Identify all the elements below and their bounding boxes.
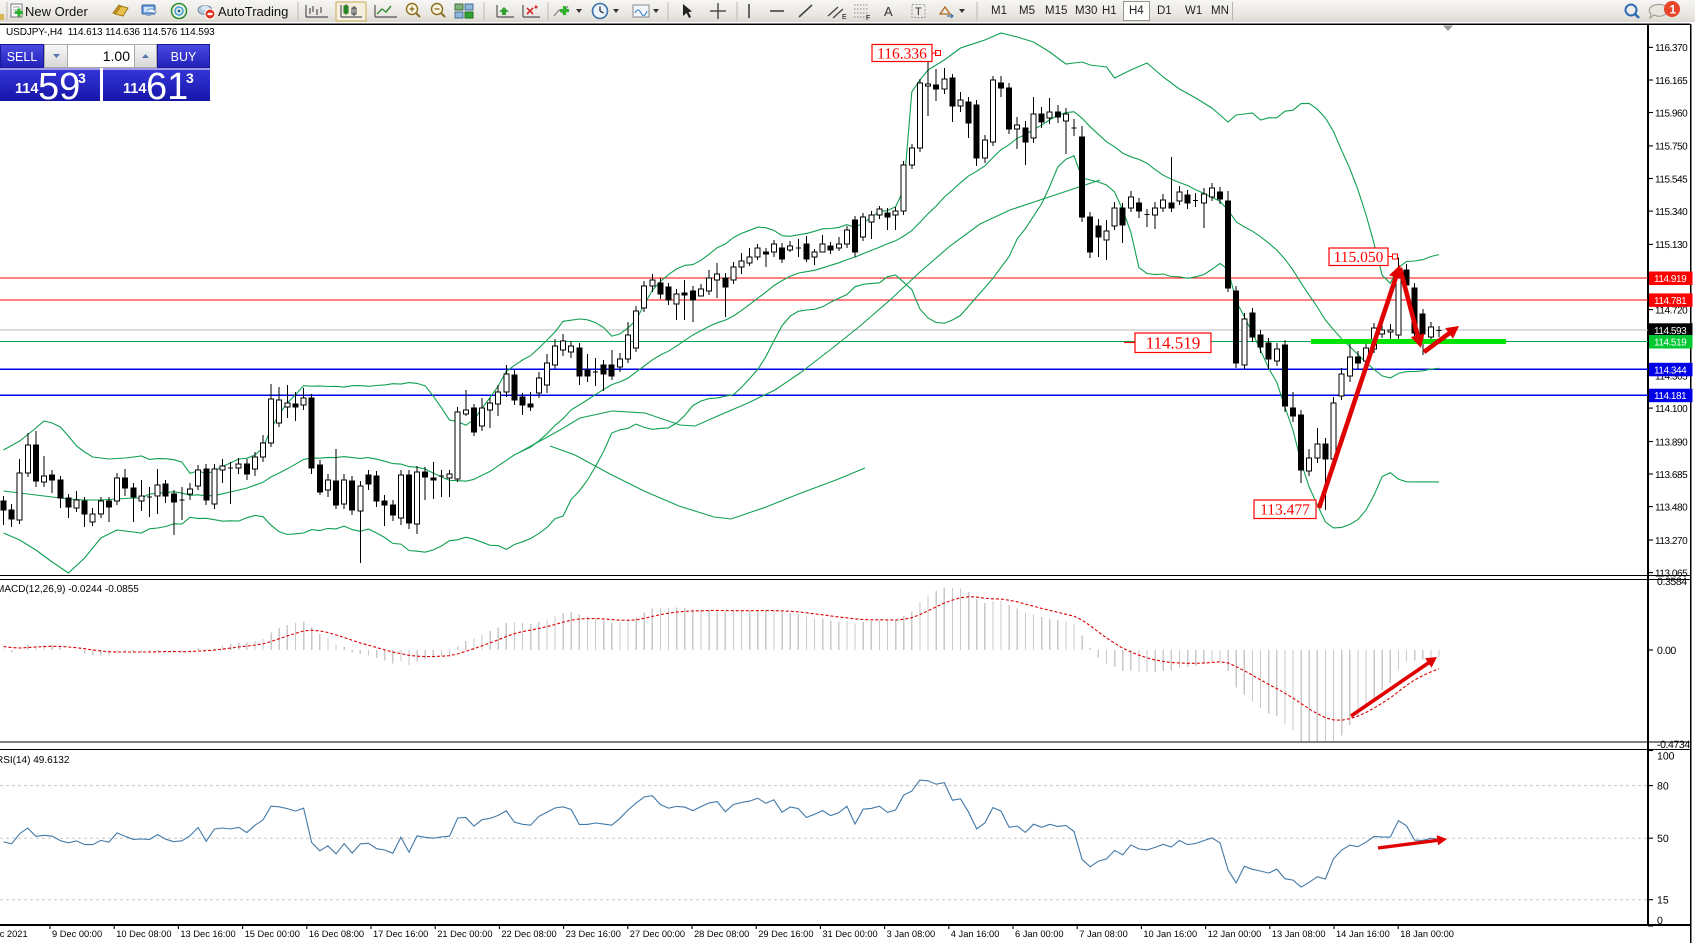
svg-text:27 Dec 00:00: 27 Dec 00:00 xyxy=(630,929,685,939)
svg-text:-0.4734: -0.4734 xyxy=(1657,739,1690,751)
svg-text:16 Dec 08:00: 16 Dec 08:00 xyxy=(309,929,364,939)
svg-text:115.340: 115.340 xyxy=(1655,207,1688,218)
svg-text:12 Jan 00:00: 12 Jan 00:00 xyxy=(1208,929,1262,939)
svg-text:Dec 2021: Dec 2021 xyxy=(0,929,28,939)
svg-text:100: 100 xyxy=(1657,751,1675,763)
svg-text:14 Jan 16:00: 14 Jan 16:00 xyxy=(1336,929,1390,939)
svg-text:80: 80 xyxy=(1657,781,1669,793)
svg-text:23 Dec 16:00: 23 Dec 16:00 xyxy=(566,929,621,939)
svg-text:114.593: 114.593 xyxy=(1654,326,1687,337)
svg-text:9 Dec 00:00: 9 Dec 00:00 xyxy=(52,929,102,939)
svg-text:22 Dec 08:00: 22 Dec 08:00 xyxy=(501,929,556,939)
svg-text:114.519: 114.519 xyxy=(1146,334,1201,353)
svg-text:115.750: 115.750 xyxy=(1655,142,1688,153)
svg-text:113.065: 113.065 xyxy=(1655,568,1688,579)
svg-text:13 Jan 08:00: 13 Jan 08:00 xyxy=(1272,929,1326,939)
svg-text:28 Dec 08:00: 28 Dec 08:00 xyxy=(694,929,749,939)
svg-text:113.890: 113.890 xyxy=(1655,437,1688,448)
svg-text:114.305: 114.305 xyxy=(1655,371,1688,382)
svg-text:114.519: 114.519 xyxy=(1654,338,1687,349)
svg-text:113.685: 113.685 xyxy=(1655,470,1688,481)
svg-text:114.344: 114.344 xyxy=(1654,365,1687,376)
svg-text:6 Jan 00:00: 6 Jan 00:00 xyxy=(1015,929,1064,939)
svg-text:0.3584: 0.3584 xyxy=(1657,576,1687,588)
svg-text:1: 1 xyxy=(1670,3,1677,17)
svg-text:F: F xyxy=(866,15,870,22)
svg-text:4 Jan 16:00: 4 Jan 16:00 xyxy=(951,929,1000,939)
svg-text:E: E xyxy=(842,14,847,21)
svg-text:21 Dec 00:00: 21 Dec 00:00 xyxy=(437,929,492,939)
svg-text:10 Jan 16:00: 10 Jan 16:00 xyxy=(1143,929,1197,939)
svg-text:115.960: 115.960 xyxy=(1655,108,1688,119)
svg-text:116.165: 116.165 xyxy=(1655,76,1688,87)
svg-text:115.050: 115.050 xyxy=(1334,249,1384,266)
svg-text:7 Jan 08:00: 7 Jan 08:00 xyxy=(1079,929,1128,939)
svg-text:116.370: 116.370 xyxy=(1655,43,1688,54)
svg-text:0.00: 0.00 xyxy=(1657,645,1676,657)
svg-text:115.545: 115.545 xyxy=(1655,174,1688,185)
svg-text:13 Dec 16:00: 13 Dec 16:00 xyxy=(180,929,235,939)
svg-text:50: 50 xyxy=(1657,833,1669,845)
svg-text:114.181: 114.181 xyxy=(1654,391,1687,402)
svg-text:114.781: 114.781 xyxy=(1654,296,1687,307)
svg-text:18 Jan 00:00: 18 Jan 00:00 xyxy=(1400,929,1454,939)
svg-text:15: 15 xyxy=(1657,895,1669,907)
svg-text:T: T xyxy=(915,6,922,18)
svg-text:MACD(12,26,9) -0.0244 -0.0855: MACD(12,26,9) -0.0244 -0.0855 xyxy=(0,584,139,595)
svg-text:RSI(14) 49.6132: RSI(14) 49.6132 xyxy=(0,755,70,766)
svg-text:3 Jan 08:00: 3 Jan 08:00 xyxy=(887,929,936,939)
svg-text:A: A xyxy=(884,4,893,19)
svg-text:113.270: 113.270 xyxy=(1655,536,1688,547)
svg-text:15 Dec 00:00: 15 Dec 00:00 xyxy=(245,929,300,939)
svg-text:116.336: 116.336 xyxy=(877,45,927,62)
svg-text:10 Dec 08:00: 10 Dec 08:00 xyxy=(116,929,171,939)
svg-text:113.477: 113.477 xyxy=(1260,502,1310,519)
svg-text:0: 0 xyxy=(1657,915,1663,927)
svg-text:17 Dec 16:00: 17 Dec 16:00 xyxy=(373,929,428,939)
svg-text:29 Dec 16:00: 29 Dec 16:00 xyxy=(758,929,813,939)
svg-text:113.480: 113.480 xyxy=(1655,502,1688,513)
svg-text:114.919: 114.919 xyxy=(1654,274,1687,285)
svg-text:115.130: 115.130 xyxy=(1655,240,1688,251)
svg-text:114.100: 114.100 xyxy=(1655,404,1688,415)
svg-text:114.720: 114.720 xyxy=(1655,305,1688,316)
svg-text:31 Dec 00:00: 31 Dec 00:00 xyxy=(822,929,877,939)
